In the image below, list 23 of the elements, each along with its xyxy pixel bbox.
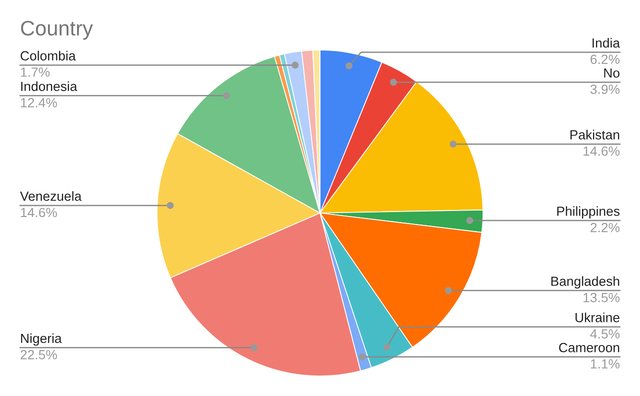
slice-label: Pakistan — [570, 130, 620, 140]
slice-label: Nigeria — [21, 333, 62, 346]
data-label: 4.5% — [590, 329, 620, 339]
data-label: 1.7% — [21, 68, 50, 77]
data-label: 1.1% — [590, 359, 620, 369]
slice-label: Cameroon — [559, 342, 620, 352]
slice-label: Ukraine — [576, 312, 620, 322]
slice-label: No — [604, 68, 620, 78]
data-label: 12.4% — [21, 98, 57, 108]
slice-label: Bangladesh — [551, 276, 620, 289]
slice-label: India — [592, 38, 620, 48]
data-label: 3.9% — [590, 84, 620, 94]
data-label: 14.6% — [21, 208, 57, 218]
data-label: 13.5% — [584, 292, 620, 302]
slice-label: Colombia — [20, 50, 76, 61]
data-label: 6.2% — [590, 54, 620, 64]
chart-title: Country — [21, 20, 93, 40]
data-label: 2.2% — [590, 222, 620, 232]
data-label: 14.6% — [584, 146, 620, 156]
slice-label: Indonesia — [21, 81, 78, 92]
slice-label: Venezuela — [20, 191, 82, 201]
slice-label: Philippines — [557, 206, 620, 219]
data-label: 22.5% — [20, 350, 57, 360]
